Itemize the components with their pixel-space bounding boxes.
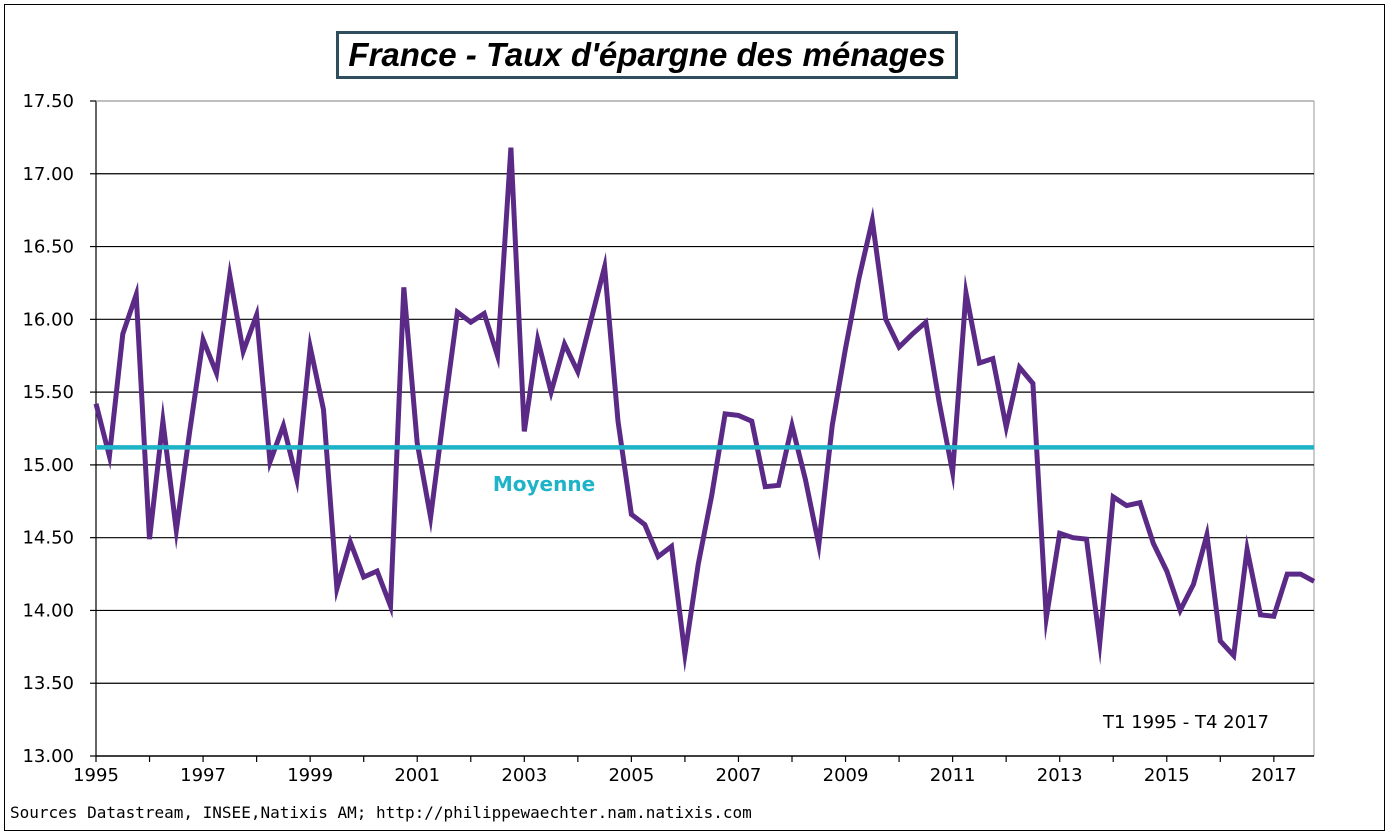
x-tick-label: 2005 bbox=[608, 765, 654, 786]
x-tick-label: 2007 bbox=[716, 765, 762, 786]
plot-area bbox=[93, 147, 1316, 673]
y-tick-label: 17.00 bbox=[22, 164, 74, 185]
y-tick-label: 13.00 bbox=[22, 746, 74, 767]
x-tick-label: 1995 bbox=[73, 765, 119, 786]
x-tick-label: 2001 bbox=[394, 765, 440, 786]
y-tick-label: 14.50 bbox=[22, 528, 74, 549]
chart-title: France - Taux d'épargne des ménages bbox=[348, 36, 946, 73]
x-tick-label: 2003 bbox=[501, 765, 547, 786]
y-tick-label: 15.00 bbox=[22, 455, 74, 476]
x-tick-label: 1999 bbox=[287, 765, 333, 786]
y-tick-label: 14.00 bbox=[22, 600, 74, 621]
source-note: Sources Datastream, INSEE,Natixis AM; ht… bbox=[10, 803, 752, 822]
y-tick-label: 13.50 bbox=[22, 673, 74, 694]
x-axis: 1995 1997 1999 2001 2003 2005 2007 2009 2011 2013… bbox=[73, 756, 1297, 786]
y-axis: 13.00 13.50 14.00 14.50 15.00 15.50 16.00 16.50… bbox=[22, 91, 96, 767]
chart-frame bbox=[4, 4, 1385, 831]
x-tick-label: 2015 bbox=[1144, 765, 1190, 786]
mean-label: Moyenne bbox=[493, 472, 595, 496]
y-tick-label: 15.50 bbox=[22, 382, 74, 403]
savings-rate-line bbox=[93, 147, 1316, 673]
x-tick-label: 2011 bbox=[930, 765, 976, 786]
period-label: T1 1995 - T4 2017 bbox=[1102, 712, 1269, 733]
chart-title-box: France - Taux d'épargne des ménages bbox=[336, 31, 958, 79]
y-tick-label: 16.50 bbox=[22, 237, 74, 258]
y-tick-label: 17.50 bbox=[22, 91, 74, 112]
grid bbox=[95, 100, 1315, 757]
x-tick-label: 1997 bbox=[180, 765, 226, 786]
x-tick-label: 2017 bbox=[1251, 765, 1297, 786]
x-tick-label: 2013 bbox=[1037, 765, 1083, 786]
y-tick-label: 16.00 bbox=[22, 309, 74, 330]
x-tick-label: 2009 bbox=[823, 765, 869, 786]
